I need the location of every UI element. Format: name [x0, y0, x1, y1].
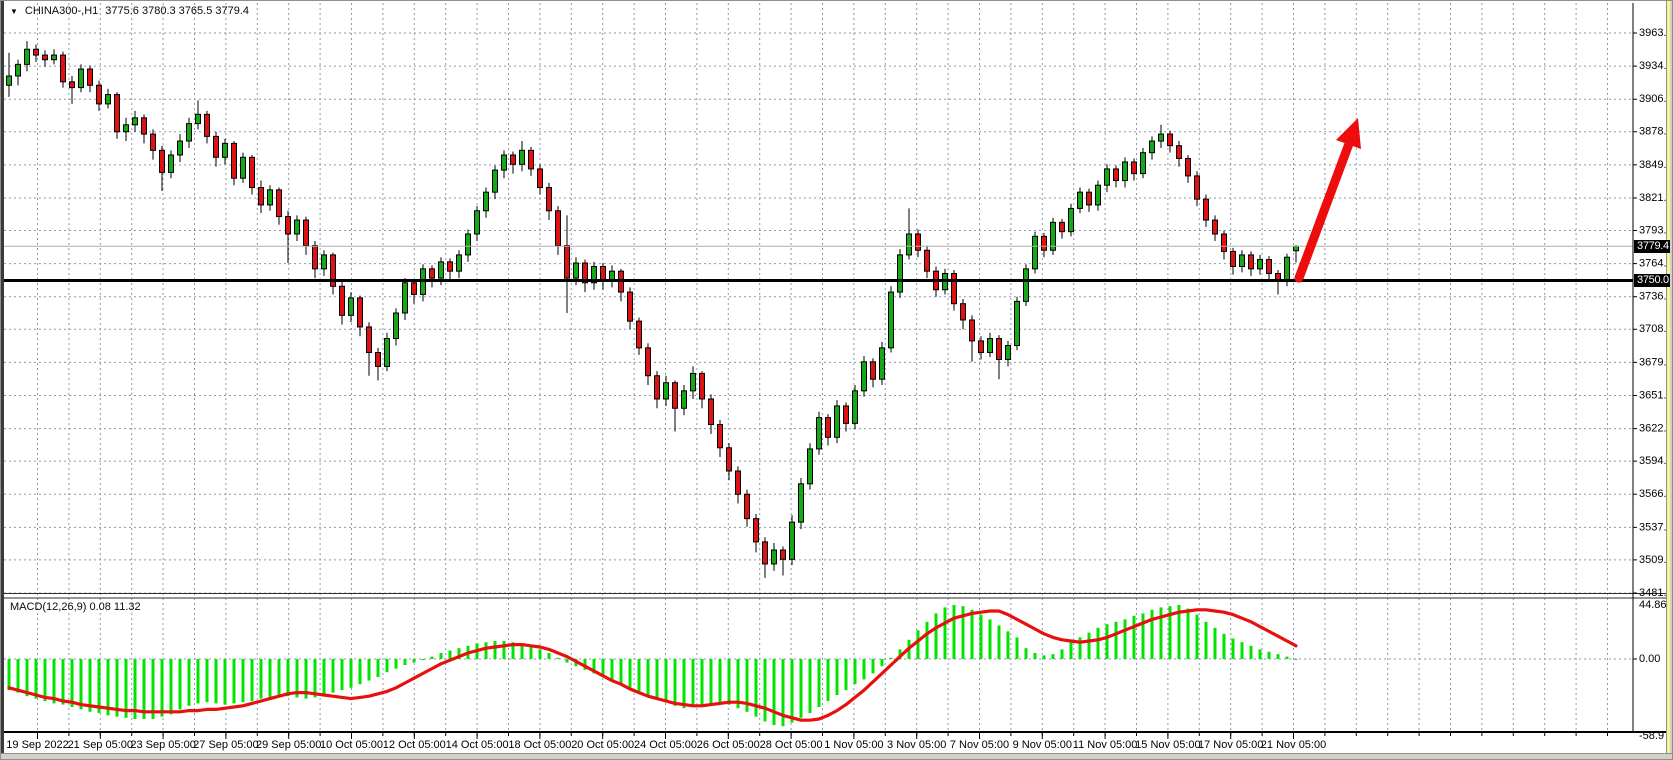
- level-price-badge: 3750.0: [1634, 273, 1670, 287]
- svg-text:1 Nov 05:00: 1 Nov 05:00: [824, 739, 883, 751]
- svg-text:3537.5: 3537.5: [1639, 521, 1673, 533]
- svg-text:3736.0: 3736.0: [1639, 291, 1673, 303]
- svg-text:21 Sep 05:00: 21 Sep 05:00: [68, 739, 133, 751]
- axis-frame: [4, 3, 1667, 733]
- price-axis[interactable]: [1633, 1, 1667, 732]
- svg-text:3963.0: 3963.0: [1639, 27, 1673, 39]
- macd-histogram: [7, 605, 1298, 727]
- svg-text:12 Oct 05:00: 12 Oct 05:00: [383, 739, 446, 751]
- svg-text:3481.0: 3481.0: [1639, 587, 1673, 599]
- svg-text:3878.0: 3878.0: [1639, 126, 1673, 138]
- svg-text:3594.5: 3594.5: [1639, 455, 1673, 467]
- svg-text:24 Oct 05:00: 24 Oct 05:00: [634, 739, 697, 751]
- svg-text:20 Oct 05:00: 20 Oct 05:00: [571, 739, 634, 751]
- svg-text:26 Oct 05:00: 26 Oct 05:00: [697, 739, 760, 751]
- svg-text:21 Nov 05:00: 21 Nov 05:00: [1261, 739, 1326, 751]
- svg-text:3651.0: 3651.0: [1639, 389, 1673, 401]
- window-right-border-line: [1666, 1, 1667, 759]
- svg-text:3622.5: 3622.5: [1639, 422, 1673, 434]
- svg-text:3 Nov 05:00: 3 Nov 05:00: [887, 739, 946, 751]
- svg-text:29 Sep 05:00: 29 Sep 05:00: [256, 739, 321, 751]
- svg-text:15 Nov 05:00: 15 Nov 05:00: [1135, 739, 1200, 751]
- macd-axis-labels: 44.86 0.00 -58.97: [1633, 599, 1670, 742]
- chart-ohlc-readout: 3775.6 3780.3 3765.5 3779.4: [105, 5, 250, 17]
- svg-text:3934.5: 3934.5: [1639, 60, 1673, 72]
- window-right-strip: [1670, 1, 1672, 759]
- svg-text:23 Sep 05:00: 23 Sep 05:00: [130, 739, 195, 751]
- macd-indicator-label: MACD(12,26,9) 0.08 11.32: [10, 601, 141, 613]
- svg-text:17 Nov 05:00: 17 Nov 05:00: [1198, 739, 1263, 751]
- svg-text:3906.0: 3906.0: [1639, 93, 1673, 105]
- svg-text:7 Nov 05:00: 7 Nov 05:00: [950, 739, 1009, 751]
- svg-text:28 Oct 05:00: 28 Oct 05:00: [760, 739, 823, 751]
- trend-arrow: [1294, 118, 1361, 283]
- svg-text:10 Oct 05:00: 10 Oct 05:00: [320, 739, 383, 751]
- svg-text:44.86: 44.86: [1639, 599, 1667, 611]
- price-lines: [4, 245, 1633, 282]
- svg-text:14 Oct 05:00: 14 Oct 05:00: [446, 739, 509, 751]
- svg-text:3821.0: 3821.0: [1639, 192, 1673, 204]
- price-axis-labels: 3963.0 3934.5 3906.0 3878.0 3849.5 3821.0 3793…: [1633, 27, 1673, 599]
- time-axis[interactable]: [1, 732, 1633, 753]
- svg-text:3793.0: 3793.0: [1639, 224, 1673, 236]
- svg-text:9 Nov 05:00: 9 Nov 05:00: [1013, 739, 1072, 751]
- svg-text:3764.5: 3764.5: [1639, 258, 1673, 270]
- window-left-border: [1, 1, 4, 759]
- current-price-badge: 3779.4: [1634, 239, 1670, 253]
- svg-text:0.00: 0.00: [1639, 653, 1660, 665]
- pane-separator: [1, 593, 1667, 599]
- chart-symbol-period: CHINA300-,H1: [24, 5, 99, 17]
- svg-text:18 Oct 05:00: 18 Oct 05:00: [508, 739, 571, 751]
- svg-text:3509.5: 3509.5: [1639, 554, 1673, 566]
- window-right-accent-strip: [1667, 1, 1670, 759]
- svg-text:3849.5: 3849.5: [1639, 159, 1673, 171]
- chart-title: ▼ CHINA300-,H1 3775.6 3780.3 3765.5 3779…: [10, 5, 249, 17]
- svg-text:-58.97: -58.97: [1639, 730, 1670, 742]
- symbol-dropdown-icon[interactable]: ▼: [10, 6, 18, 16]
- grid-layer: [4, 3, 1633, 732]
- svg-text:19 Sep 2022: 19 Sep 2022: [6, 739, 68, 751]
- svg-text:3679.5: 3679.5: [1639, 356, 1673, 368]
- window-bottom-strip: [1, 754, 1672, 759]
- window-bottom-border-line: [1, 753, 1672, 754]
- svg-text:3566.0: 3566.0: [1639, 488, 1673, 500]
- macd-signal-line: [7, 608, 1298, 722]
- svg-text:11 Nov 05:00: 11 Nov 05:00: [1073, 739, 1138, 751]
- candles-layer: [6, 41, 1299, 578]
- svg-text:27 Sep 05:00: 27 Sep 05:00: [193, 739, 258, 751]
- svg-text:3708.0: 3708.0: [1639, 323, 1673, 335]
